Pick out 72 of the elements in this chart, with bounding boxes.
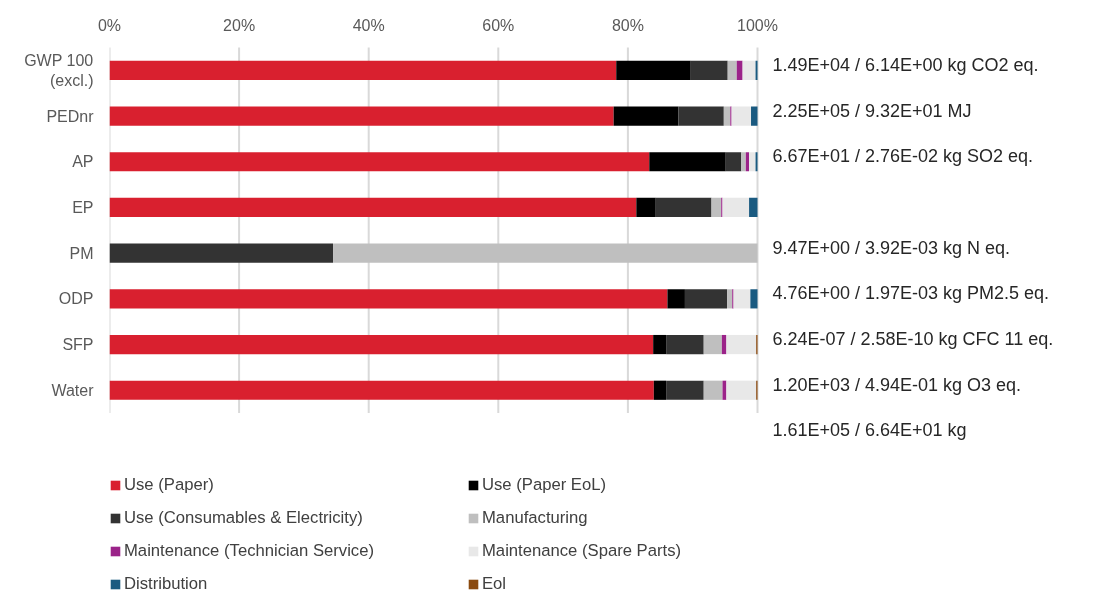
bar [733,289,751,309]
bar [751,106,758,126]
bar [722,197,750,218]
bar [666,380,704,400]
text: 1.20E+03 / 4.94E-01 kg O3 eq. [772,374,1022,395]
legend-label: Maintenance (Spare Parts) [482,541,683,561]
bar [109,106,614,126]
bar [109,60,617,80]
y-tick-label: PM [69,244,94,262]
y-tick-label: PEDnr [46,107,95,125]
bar [703,380,723,400]
bar [655,197,712,218]
legend-label: Use (Consumables & Electricity) [124,508,364,528]
bar [667,289,685,309]
bar [741,152,746,172]
bar [649,152,726,172]
legend-label: Use (Paper EoL) [482,475,608,495]
bar [613,106,679,126]
y-tick-label: ODP [58,290,94,308]
legend-label: Maintenance (Technician Service) [124,541,375,561]
bar [711,197,722,218]
bar [109,197,637,218]
legend-label: Manufacturing [482,508,589,528]
bar [725,152,742,172]
bar [727,60,737,80]
bar [727,289,733,309]
legend-label: Eol [482,574,508,594]
bar [736,60,743,80]
bar [703,334,722,355]
text: 4.76E+00 / 1.97E-03 kg PM2.5 eq. [772,283,1050,304]
text: 2.25E+05 / 9.32E+01 MJ [772,100,972,121]
bar [636,197,656,218]
bar [666,334,704,355]
bar [653,380,667,400]
bar [109,380,654,400]
bar [742,60,756,80]
text: 9.47E+00 / 3.92E-03 kg N eq. [772,237,1011,258]
x-tick-label: 40% [352,16,385,34]
text: 1.49E+04 / 6.14E+00 kg CO2 eq. [772,54,1039,75]
bar [726,380,757,400]
text: 6.67E+01 / 2.76E-02 kg SO2 eq. [772,146,1034,167]
x-tick-label: 60% [482,16,515,34]
bar [723,106,731,126]
x-tick-label: 0% [97,16,122,34]
bar [653,334,667,355]
bar [616,60,691,80]
bar [678,106,724,126]
bar [745,152,750,172]
bar [749,152,756,172]
y-tick-label: Water [51,381,95,399]
bar [333,243,758,263]
y-tick-label: EP [72,198,94,216]
y-tick-label: AP [72,153,94,171]
text: 1.61E+05 / 6.64E+01 kg [772,420,967,441]
bar [690,60,728,80]
bar [684,289,728,309]
legend-label: Distribution [124,574,209,594]
bar [109,152,650,172]
text: 6.24E-07 / 2.58E-10 kg CFC 11 eq. [772,329,1054,350]
bar [749,197,758,218]
bar [109,334,654,355]
bar [731,106,752,126]
bar [750,289,758,309]
bar [726,334,757,355]
bar [109,243,334,263]
legend-label: Use (Paper) [124,475,215,495]
x-tick-label: 20% [223,16,256,34]
bar [109,289,668,309]
x-tick-label: 100% [737,16,778,34]
x-tick-label: 80% [611,16,644,34]
y-tick-label: SFP [62,336,94,354]
y-tick-label: GWP 100 (excl.) [24,51,94,90]
